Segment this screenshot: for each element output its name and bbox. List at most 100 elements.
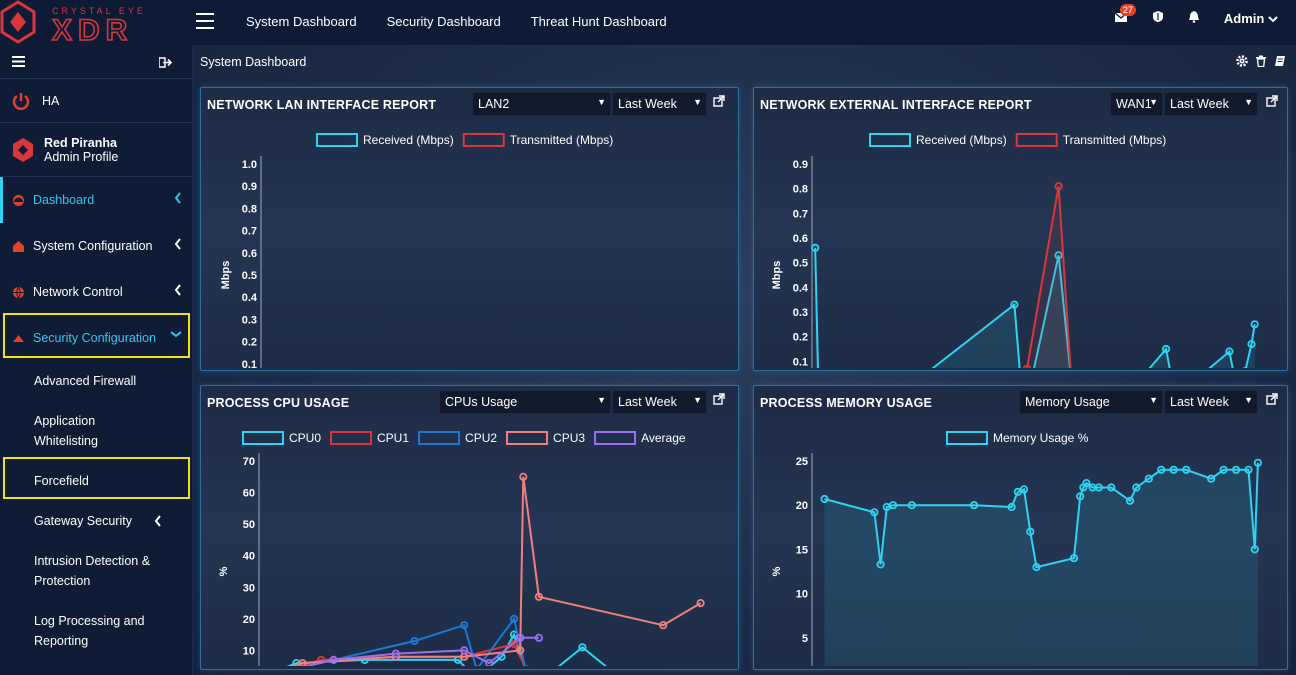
legend-swatch [316,133,358,147]
sidebar-item-security-configuration[interactable]: Security Configuration [0,315,192,361]
y-tick-label: 0.2 [242,337,257,349]
data-point [1082,478,1091,488]
lan-interface-select[interactable]: LAN2 ▼ [472,92,611,116]
data-point [485,659,494,666]
data-point [1125,496,1135,505]
home-icon [13,240,24,252]
data-point [820,494,829,504]
legend-label: CPU0 [289,431,321,445]
legend-swatch [946,431,988,445]
data-point [1076,492,1085,501]
ha-status[interactable]: HA [0,79,192,123]
mem-period-select[interactable]: Last Week ▼ [1164,390,1258,414]
select-value: LAN2 [478,97,510,111]
topnav-system-dashboard[interactable]: System Dashboard [246,14,357,29]
panel-title: PROCESS MEMORY USAGE [760,396,933,410]
mail-icon[interactable]: 27 [1114,3,1136,26]
brand-line1: CRYSTAL EYE [52,6,146,16]
y-tick-label: 60 [243,488,255,500]
y-tick-label: 0.7 [793,208,808,220]
wan-interface-select[interactable]: WAN1 ▼ [1110,92,1163,116]
sidebar-header [0,45,192,79]
y-tick-label: 0.3 [793,307,808,319]
sidebar-sub-application-whitelisting[interactable]: Application Whitelisting [0,401,192,461]
dropdown-arrow-icon: ▼ [597,97,606,107]
external-link-icon[interactable] [713,393,725,405]
sidebar-sub-log-processing[interactable]: Log Processing and Reporting [0,601,192,661]
panel-lan-interface: NETWORK LAN INTERFACE REPORT LAN2 ▼ Last … [200,87,739,371]
sidebar-item-network-control[interactable]: Network Control [0,269,192,315]
ha-label: HA [42,93,60,108]
sidebar-item-label: Network Control [33,285,123,299]
y-axis-label: % [771,566,783,576]
y-tick-label: 40 [243,551,255,563]
sidebar-sub-label: Application [34,414,96,428]
sidebar-sub-forcefield[interactable]: Forcefield [0,461,192,501]
sidebar-sub-label: Whitelisting [34,434,98,448]
brand-line2: XDR [52,14,133,45]
main-menu-toggle[interactable] [196,13,214,29]
gear-icon[interactable] [1236,55,1248,67]
data-point [696,599,705,608]
data-point [1019,485,1029,494]
y-tick-label: 0.1 [242,359,257,368]
data-point [1032,563,1041,572]
user-menu[interactable]: Admin [1224,11,1278,26]
trash-icon[interactable] [1255,55,1267,67]
ext-period-select[interactable]: Last Week ▼ [1164,92,1258,116]
sidebar-item-label: Dashboard [33,193,95,207]
panel-cpu-usage: PROCESS CPU USAGE CPUs Usage ▼ Last Week ▼… [200,385,739,670]
sidebar-sub-advanced-firewall[interactable]: Advanced Firewall [0,361,192,401]
data-point [519,472,528,481]
profile-card[interactable]: Red Piranha Admin Profile [0,123,192,177]
data-point [870,508,879,517]
legend-label: Memory Usage % [993,431,1089,445]
dropdown-arrow-icon: ▼ [1244,395,1253,405]
sidebar-sub-gateway-security[interactable]: Gateway Security [0,501,192,541]
external-link-icon[interactable] [1266,393,1278,405]
chevron-left-icon [174,284,181,296]
cpu-period-select[interactable]: Last Week ▼ [612,390,707,414]
logout-icon[interactable] [158,57,173,71]
external-link-icon[interactable] [713,95,725,107]
sidebar-sub-label: Log Processing and [34,614,145,628]
y-tick-label: 0.2 [793,332,808,344]
panel-memory-usage: PROCESS MEMORY USAGE Memory Usage ▼ Last … [753,385,1288,670]
legend-swatch [506,431,549,445]
brand-logo[interactable]: CRYSTAL EYE XDR [0,0,193,48]
sidebar-sub-intrusion-detection[interactable]: Intrusion Detection & Protection [0,541,192,601]
bell-icon[interactable] [1188,10,1200,26]
highlight-security-configuration [3,313,190,358]
data-point [1054,251,1063,260]
sidebar-item-system-configuration[interactable]: System Configuration [0,223,192,269]
select-value: Last Week [618,97,677,111]
external-chart: Received (Mbps)Transmitted (Mbps)00.10.2… [771,133,1259,368]
memory-select[interactable]: Memory Usage ▼ [1019,390,1163,414]
book-icon[interactable] [1274,55,1286,67]
sidebar-sub-label: Reporting [34,634,89,648]
sidebar-item-dashboard[interactable]: Dashboard [0,177,192,223]
series-line [824,462,1259,569]
sidebar-collapse-icon[interactable] [12,56,25,70]
y-tick-label: 0.1 [793,356,808,368]
data-point [391,649,400,658]
y-tick-label: 1.0 [242,159,257,171]
series-line [1026,186,1072,368]
panel-title: NETWORK EXTERNAL INTERFACE REPORT [760,98,1032,112]
topnav-security-dashboard[interactable]: Security Dashboard [386,14,501,29]
data-point [1250,545,1259,554]
y-tick-label: 0.7 [242,226,257,238]
external-link-icon[interactable] [1266,95,1278,107]
legend-label: CPU3 [553,431,585,445]
lan-period-select[interactable]: Last Week ▼ [612,92,707,116]
lan-chart: Received (Mbps)Transmitted (Mbps)00.10.2… [220,133,613,368]
topnav-threat-hunt-dashboard[interactable]: Threat Hunt Dashboard [530,14,667,29]
y-tick-label: 0.4 [242,292,258,304]
user-name: Admin [1223,10,1265,26]
select-value: Last Week [1170,97,1229,111]
dashboard-icon [13,194,24,206]
sidebar-item-label: Security Configuration [33,331,156,345]
cpu-select[interactable]: CPUs Usage ▼ [439,390,611,414]
legend-label: CPU1 [377,431,409,445]
shield-icon[interactable] [1152,10,1164,26]
